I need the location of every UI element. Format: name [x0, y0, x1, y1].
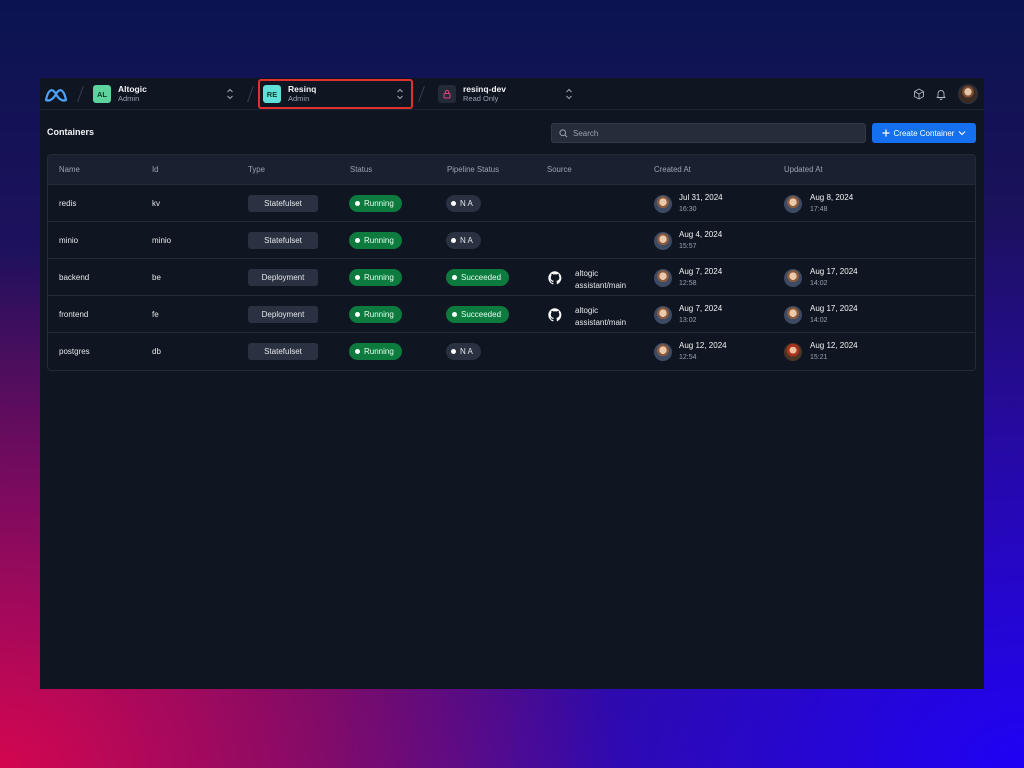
column-header-updated-at[interactable]: Updated At [784, 165, 823, 174]
bell-icon[interactable] [935, 88, 947, 100]
type-badge: Statefulset [248, 195, 318, 212]
org-switcher-resinq[interactable]: RE Resinq Admin [263, 81, 316, 107]
container-id: db [152, 347, 161, 356]
creator-avatar [654, 195, 672, 213]
environment-name: resinq-dev [463, 84, 506, 94]
lock-icon [438, 85, 456, 103]
column-header-name[interactable]: Name [59, 165, 80, 174]
github-icon [546, 269, 564, 287]
table-row[interactable]: backend be Deployment Running Succeeded … [48, 258, 975, 295]
status-badge: Running [349, 343, 402, 360]
create-container-label: Create Container [893, 128, 955, 138]
source-link[interactable]: altogic assistant/main [575, 306, 627, 327]
type-badge: Deployment [248, 269, 318, 286]
pipeline-status-badge: N A [446, 232, 481, 249]
chevron-up-down-icon[interactable] [396, 87, 404, 101]
creator-avatar [654, 343, 672, 361]
pipeline-status-badge: N A [446, 343, 481, 360]
source-link[interactable]: altogic assistant/main [575, 269, 627, 290]
user-avatar[interactable] [958, 84, 978, 104]
created-at: Aug 4, 2024 15:57 [679, 230, 723, 250]
creator-avatar [654, 232, 672, 250]
org-name: Altogic [118, 84, 147, 94]
containers-table: Name Id Type Status Pipeline Status Sour… [47, 154, 976, 371]
app-logo-icon[interactable] [44, 84, 68, 104]
create-container-button[interactable]: Create Container [872, 123, 976, 143]
updater-avatar [784, 343, 802, 361]
pipeline-status-badge: Succeeded [446, 269, 510, 286]
pipeline-status-badge: N A [446, 195, 481, 212]
container-id: kv [152, 199, 160, 208]
container-name[interactable]: postgres [59, 347, 90, 356]
table-header: Name Id Type Status Pipeline Status Sour… [48, 155, 975, 184]
created-at: Jul 31, 2024 16:30 [679, 193, 723, 213]
table-row[interactable]: minio minio Statefulset Running N A Aug … [48, 221, 975, 258]
org-name: Resinq [288, 84, 317, 94]
updater-avatar [784, 269, 802, 287]
type-badge: Deployment [248, 306, 318, 323]
status-badge: Running [349, 269, 402, 286]
table-row[interactable]: redis kv Statefulset Running N A Jul 31,… [48, 184, 975, 221]
table-row[interactable]: postgres db Statefulset Running N A Aug … [48, 332, 975, 369]
breadcrumb-separator [77, 86, 84, 102]
pipeline-status-badge: Succeeded [446, 306, 510, 323]
org-switcher-altogic[interactable]: AL Altogic Admin [93, 81, 147, 107]
created-at: Aug 7, 2024 13:02 [679, 304, 723, 324]
chevron-up-down-icon[interactable] [226, 87, 234, 101]
container-id: fe [152, 310, 159, 319]
org-avatar: AL [93, 85, 111, 103]
updated-at: Aug 12, 2024 15:21 [810, 341, 858, 361]
container-name[interactable]: redis [59, 199, 77, 208]
page-title: Containers [47, 127, 95, 137]
chevron-down-icon [959, 131, 966, 136]
search-box[interactable] [551, 123, 866, 143]
environment-switcher[interactable]: resinq-dev Read Only [438, 81, 506, 107]
app-window: AL Altogic Admin RE Resinq Admin [40, 78, 984, 689]
github-icon [546, 306, 564, 324]
breadcrumb-separator [418, 86, 425, 102]
column-header-type[interactable]: Type [248, 165, 265, 174]
container-id: be [152, 273, 161, 282]
org-role: Admin [288, 94, 310, 103]
column-header-created-at[interactable]: Created At [654, 165, 691, 174]
column-header-status[interactable]: Status [350, 165, 373, 174]
search-input[interactable] [573, 128, 853, 138]
column-header-source[interactable]: Source [547, 165, 572, 174]
updater-avatar [784, 306, 802, 324]
table-row[interactable]: frontend fe Deployment Running Succeeded… [48, 295, 975, 332]
org-avatar: RE [263, 85, 281, 103]
org-role: Admin [118, 94, 140, 103]
type-badge: Statefulset [248, 232, 318, 249]
column-header-pipeline-status[interactable]: Pipeline Status [447, 165, 500, 174]
container-name[interactable]: backend [59, 273, 90, 282]
creator-avatar [654, 269, 672, 287]
top-navigation-bar: AL Altogic Admin RE Resinq Admin [40, 78, 984, 110]
environment-role: Read Only [463, 94, 499, 103]
container-name[interactable]: frontend [59, 310, 89, 319]
status-badge: Running [349, 306, 402, 323]
selected-org-highlight [258, 79, 413, 109]
status-badge: Running [349, 195, 402, 212]
created-at: Aug 7, 2024 12:58 [679, 267, 723, 287]
plus-icon [882, 129, 890, 137]
updated-at: Aug 17, 2024 14:02 [810, 267, 858, 287]
updater-avatar [784, 195, 802, 213]
chevron-up-down-icon[interactable] [565, 87, 573, 101]
container-id: minio [152, 236, 172, 245]
breadcrumb-separator [247, 86, 254, 102]
column-header-id[interactable]: Id [152, 165, 159, 174]
created-at: Aug 12, 2024 12:54 [679, 341, 727, 361]
updated-at: Aug 8, 2024 17:48 [810, 193, 854, 213]
status-badge: Running [349, 232, 402, 249]
creator-avatar [654, 306, 672, 324]
search-icon [559, 128, 568, 137]
container-name[interactable]: minio [59, 236, 79, 245]
type-badge: Statefulset [248, 343, 318, 360]
updated-at: Aug 17, 2024 14:02 [810, 304, 858, 324]
cube-icon[interactable] [913, 88, 925, 100]
